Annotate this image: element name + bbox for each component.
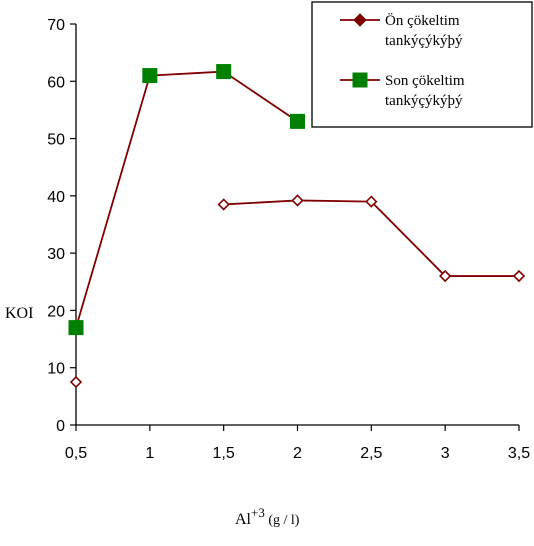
x-tick-label: 1 <box>145 445 154 462</box>
x-axis-label-sup: +3 <box>251 505 265 520</box>
data-point <box>439 269 452 283</box>
legend-label: tankýçýkýþý <box>385 33 463 49</box>
x-axis-label: Al+3 (g / l) <box>235 505 300 528</box>
data-point <box>291 194 304 207</box>
legend-marker <box>352 72 368 88</box>
y-tick-label: 20 <box>47 303 65 320</box>
series-layer <box>68 64 526 389</box>
series-line <box>75 70 299 328</box>
axes: 0 10 20 30 40 50 60 70 0,5 1 1,5 2 2,5 3 3,5 <box>47 17 530 462</box>
legend: Ön çökeltim tankýçýkýþý Son çökeltim tankýç… <box>311 1 533 128</box>
series-line <box>223 199 519 277</box>
y-tick-label: 70 <box>47 17 65 34</box>
legend-marker <box>353 13 367 27</box>
data-point <box>69 375 83 389</box>
data-point <box>365 195 378 208</box>
y-tick-label: 0 <box>56 418 65 435</box>
x-tick-label: 3,5 <box>508 445 530 462</box>
x-tick-label: 2 <box>293 445 302 462</box>
legend-box <box>311 1 533 128</box>
y-tick-label: 40 <box>47 189 65 206</box>
y-tick-label: 50 <box>47 132 65 149</box>
x-tick-label: 3 <box>441 445 450 462</box>
y-tick-label: 10 <box>47 361 65 378</box>
data-point <box>290 113 305 129</box>
data-point <box>142 68 158 84</box>
data-point <box>216 64 232 80</box>
y-tick-label: 30 <box>47 246 65 263</box>
data-point <box>512 269 526 283</box>
legend-label: tankýçýkýþý <box>385 93 463 109</box>
x-tick-label: 2,5 <box>360 445 382 462</box>
data-point <box>217 198 230 211</box>
series-2 <box>68 64 305 336</box>
legend-label: Son çökeltim <box>385 73 465 89</box>
legend-label: Ön çökeltim <box>385 12 460 29</box>
x-axis-label-rest: (g / l) <box>265 513 300 528</box>
series-1 <box>69 194 526 389</box>
x-tick-label: 0,5 <box>65 445 87 462</box>
y-tick-label: 60 <box>47 74 65 91</box>
y-axis-label: KOI <box>5 305 33 322</box>
x-axis-label-base: Al <box>235 511 252 528</box>
data-point <box>68 320 84 336</box>
x-tick-label: 1,5 <box>213 445 235 462</box>
